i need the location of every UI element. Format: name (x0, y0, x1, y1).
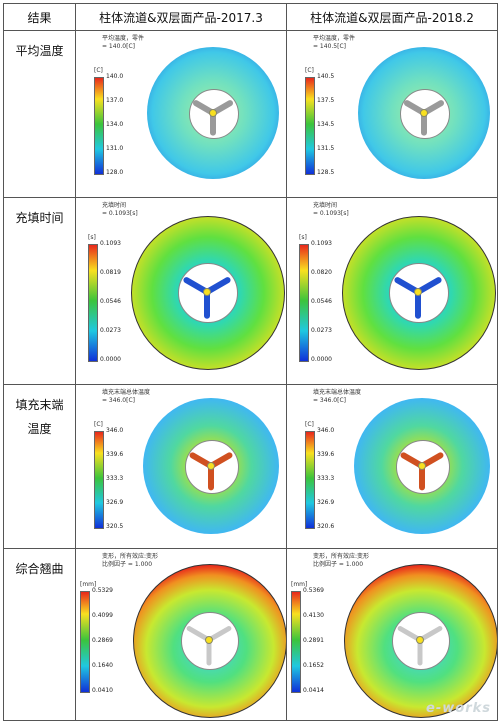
plot-title: 平均温度，零件 = 140.0[C] (102, 35, 145, 51)
legend-colorbar (305, 430, 315, 529)
watermark-logo: e-works (426, 701, 491, 716)
plot-title: 填充末端总体温度 = 346.0[C] (313, 388, 362, 404)
legend-unit: [C] (94, 67, 103, 75)
legend-unit: [C] (94, 420, 103, 428)
legend-tick: 0.0000 (100, 356, 121, 364)
legend-tick: 0.0546 (100, 298, 121, 306)
runner-spokes (397, 625, 443, 666)
runner-spokes (189, 452, 233, 491)
legend-tick: 0.2891 (303, 636, 324, 644)
plot-title: 充填时间 = 0.1093[s] (313, 202, 349, 218)
legend-tick: 320.6 (317, 522, 335, 530)
legend-tick: 326.9 (106, 498, 124, 506)
legend-tick: 0.0820 (311, 269, 332, 277)
legend-tick: 339.6 (317, 450, 335, 458)
legend-tick: 0.4099 (92, 611, 113, 619)
legend-tick: 137.0 (106, 97, 124, 105)
plot-warpage-2017: 变形，所有效应:变形 比例因子 = 1.000 [mm] 0.5329 0.4099 0… (75, 547, 287, 722)
legend-tick: 339.6 (106, 450, 124, 458)
legend-colorbar (94, 430, 104, 529)
row-label-flow-front-temp: 填充末端温度 (3, 383, 76, 549)
legend-unit: [C] (305, 67, 314, 75)
plot-avg-temp-2017: 平均温度，零件 = 140.0[C] [C] 140.0 137.0 134.0 131.… (75, 30, 287, 199)
legend-tick: 131.5 (317, 145, 335, 153)
legend-tick: 0.0000 (311, 356, 332, 364)
legend-tick: 140.0 (106, 73, 124, 81)
legend-tick: 131.0 (106, 145, 124, 153)
legend-tick: 128.0 (106, 169, 124, 177)
legend-tick: 0.0414 (303, 686, 324, 694)
runner-spokes (186, 625, 232, 666)
legend-tick: 320.5 (106, 522, 124, 530)
legend-colorbar (80, 590, 90, 693)
plot-flow-front-2017: 填充末端总体温度 = 346.0[C] [C] 346.0 339.6 333.3 326… (75, 383, 287, 549)
header-2017: 柱体流道&双层面产品-2017.3 (75, 2, 287, 32)
legend-tick: 134.5 (317, 121, 335, 129)
legend-unit: [mm] (291, 580, 308, 588)
legend-unit: [C] (305, 420, 314, 428)
runner-spokes (400, 452, 444, 491)
legend-colorbar (299, 244, 309, 363)
legend-tick: 0.2869 (92, 636, 113, 644)
legend-tick: 0.1640 (92, 661, 113, 669)
legend-tick: 326.9 (317, 498, 335, 506)
legend-tick: 0.0273 (100, 327, 121, 335)
plot-fill-time-2018: 充填时间 = 0.1093[s] [s] 0.1093 0.0820 0.0546 0.0… (286, 197, 498, 385)
legend-colorbar (291, 590, 301, 693)
legend-tick: 333.3 (317, 474, 335, 482)
legend-tick: 333.3 (106, 474, 124, 482)
plot-title: 变形，所有效应:变形 比例因子 = 1.000 (313, 552, 370, 568)
runner-spokes (403, 100, 445, 137)
legend-tick: 0.5329 (92, 586, 113, 594)
legend-tick: 0.0819 (100, 269, 121, 277)
plot-fill-time-2017: 充填时间 = 0.1093[s] [s] 0.1093 0.0819 0.0546 0.0… (75, 197, 287, 385)
legend-colorbar (94, 77, 104, 176)
runner-spokes (183, 277, 231, 320)
legend-tick: 0.0410 (92, 686, 113, 694)
runner-spokes (192, 100, 234, 137)
legend-tick: 134.0 (106, 121, 124, 129)
plot-title: 填充末端总体温度 = 346.0[C] (102, 388, 151, 404)
legend-tick: 0.1093 (311, 240, 332, 248)
legend-tick: 0.0273 (311, 327, 332, 335)
plot-title: 变形，所有效应:变形 比例因子 = 1.000 (102, 552, 159, 568)
row-label-flow-front-temp-text: 填充末端温度 (15, 397, 64, 436)
legend-tick: 0.1093 (100, 240, 121, 248)
header-results: 结果 (3, 2, 76, 32)
legend-unit: [mm] (80, 580, 97, 588)
runner-spokes (394, 277, 442, 320)
legend-tick: 137.5 (317, 97, 335, 105)
row-label-avg-temp: 平均温度 (3, 30, 76, 199)
legend-tick: 346.0 (106, 426, 124, 434)
legend-colorbar (305, 77, 315, 176)
plot-warpage-2018: 变形，所有效应:变形 比例因子 = 1.000 [mm] 0.5369 0.4130 0… (286, 547, 498, 722)
legend-tick: 140.5 (317, 73, 335, 81)
legend-tick: 128.5 (317, 169, 335, 177)
legend-tick: 0.5369 (303, 586, 324, 594)
legend-tick: 0.0546 (311, 298, 332, 306)
legend-unit: [s] (299, 234, 307, 242)
plot-title: 充填时间 = 0.1093[s] (102, 202, 138, 218)
results-table: 结果 柱体流道&双层面产品-2017.3 柱体流道&双层面产品-2018.2 平… (3, 2, 498, 722)
plot-avg-temp-2018: 平均温度，零件 = 140.5[C] [C] 140.5 137.5 134.5 131.… (286, 30, 498, 199)
legend-tick: 346.0 (317, 426, 335, 434)
legend-unit: [s] (88, 234, 96, 242)
part-contour-disk (131, 216, 285, 371)
row-label-warpage: 综合翘曲 (3, 547, 76, 722)
plot-title: 平均温度，零件 = 140.5[C] (313, 35, 356, 51)
row-label-fill-time: 充填时间 (3, 197, 76, 385)
plot-flow-front-2018: 填充末端总体温度 = 346.0[C] [C] 346.0 339.6 333.3 326… (286, 383, 498, 549)
legend-tick: 0.1652 (303, 661, 324, 669)
header-2018: 柱体流道&双层面产品-2018.2 (286, 2, 498, 32)
legend-colorbar (88, 244, 98, 363)
legend-tick: 0.4130 (303, 611, 324, 619)
